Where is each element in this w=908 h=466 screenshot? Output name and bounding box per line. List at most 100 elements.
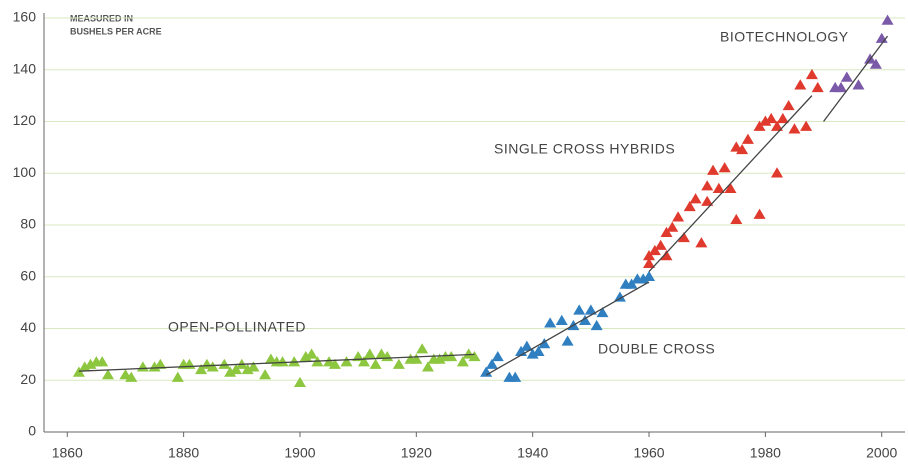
marker xyxy=(625,278,638,289)
marker xyxy=(759,115,772,126)
marker xyxy=(363,348,376,359)
marker xyxy=(288,356,301,367)
marker xyxy=(433,353,446,364)
y-tick-label: 0 xyxy=(28,423,36,439)
marker xyxy=(753,208,766,219)
marker xyxy=(613,291,626,302)
marker xyxy=(78,361,91,372)
trend-line xyxy=(78,353,475,372)
marker xyxy=(584,304,597,315)
marker xyxy=(445,350,458,362)
marker xyxy=(660,226,673,237)
marker xyxy=(800,120,813,131)
marker xyxy=(741,133,754,144)
marker xyxy=(561,335,574,346)
marker xyxy=(72,366,85,377)
series-label: BIOTECHNOLOGY xyxy=(720,29,849,45)
marker xyxy=(544,317,557,328)
x-tick-label: 2000 xyxy=(866,445,897,461)
marker xyxy=(881,14,894,25)
marker xyxy=(259,369,272,380)
marker xyxy=(805,68,818,80)
marker xyxy=(468,350,481,362)
y-tick-label: 80 xyxy=(20,216,36,232)
marker xyxy=(707,164,720,175)
marker xyxy=(456,356,469,367)
marker xyxy=(683,200,696,212)
marker xyxy=(410,353,423,364)
marker xyxy=(276,356,289,367)
marker xyxy=(305,348,318,359)
marker xyxy=(392,358,405,369)
marker xyxy=(666,221,679,232)
x-tick-label: 1920 xyxy=(401,445,432,461)
marker xyxy=(101,369,114,380)
marker xyxy=(677,231,690,243)
marker xyxy=(293,376,306,388)
marker xyxy=(357,356,370,367)
marker xyxy=(811,81,824,93)
x-tick-label: 1880 xyxy=(168,445,199,461)
marker xyxy=(771,120,784,131)
marker xyxy=(241,363,254,375)
marker xyxy=(532,345,545,356)
marker xyxy=(701,195,714,206)
marker xyxy=(637,273,650,284)
marker xyxy=(195,363,208,375)
marker xyxy=(340,356,353,367)
marker xyxy=(590,319,603,331)
marker xyxy=(852,79,865,90)
marker xyxy=(421,361,434,372)
marker xyxy=(596,306,609,318)
x-tick-label: 1960 xyxy=(633,445,664,461)
axis-note: BUSHELS PER ACRE xyxy=(70,26,162,36)
series-label: OPEN-POLLINATED xyxy=(168,319,306,335)
trend-line xyxy=(823,35,889,122)
marker xyxy=(369,358,382,369)
marker xyxy=(835,81,848,93)
marker xyxy=(171,371,184,382)
marker xyxy=(136,361,149,372)
marker xyxy=(573,304,586,315)
x-tick-label: 1900 xyxy=(284,445,315,461)
y-tick-label: 140 xyxy=(13,60,37,76)
marker xyxy=(206,361,219,372)
x-tick-label: 1940 xyxy=(517,445,548,461)
marker xyxy=(782,99,795,111)
marker xyxy=(485,358,498,369)
series-label: DOUBLE CROSS xyxy=(598,341,715,357)
y-tick-label: 20 xyxy=(20,371,36,387)
marker xyxy=(660,250,673,261)
marker xyxy=(730,213,743,225)
marker xyxy=(736,143,749,155)
y-tick-label: 120 xyxy=(13,112,37,128)
marker xyxy=(224,366,237,377)
marker xyxy=(753,120,766,131)
marker xyxy=(218,358,231,369)
marker xyxy=(643,250,656,261)
y-tick-label: 40 xyxy=(20,319,36,335)
marker xyxy=(672,211,685,222)
marker xyxy=(788,123,801,134)
y-tick-label: 160 xyxy=(13,9,37,25)
marker xyxy=(538,338,551,349)
marker xyxy=(526,348,539,359)
x-tick-label: 1860 xyxy=(52,445,83,461)
marker xyxy=(771,167,784,178)
marker xyxy=(509,371,522,382)
x-tick-label: 1980 xyxy=(750,445,781,461)
marker xyxy=(712,182,725,193)
marker xyxy=(718,162,731,173)
marker xyxy=(840,71,853,82)
marker xyxy=(520,340,533,351)
marker xyxy=(776,112,789,124)
marker xyxy=(299,350,312,362)
marker xyxy=(555,314,568,325)
marker xyxy=(869,58,882,69)
marker xyxy=(148,361,161,372)
marker xyxy=(328,358,341,369)
marker xyxy=(648,244,661,256)
marker xyxy=(765,112,778,124)
y-tick-label: 60 xyxy=(20,267,36,283)
